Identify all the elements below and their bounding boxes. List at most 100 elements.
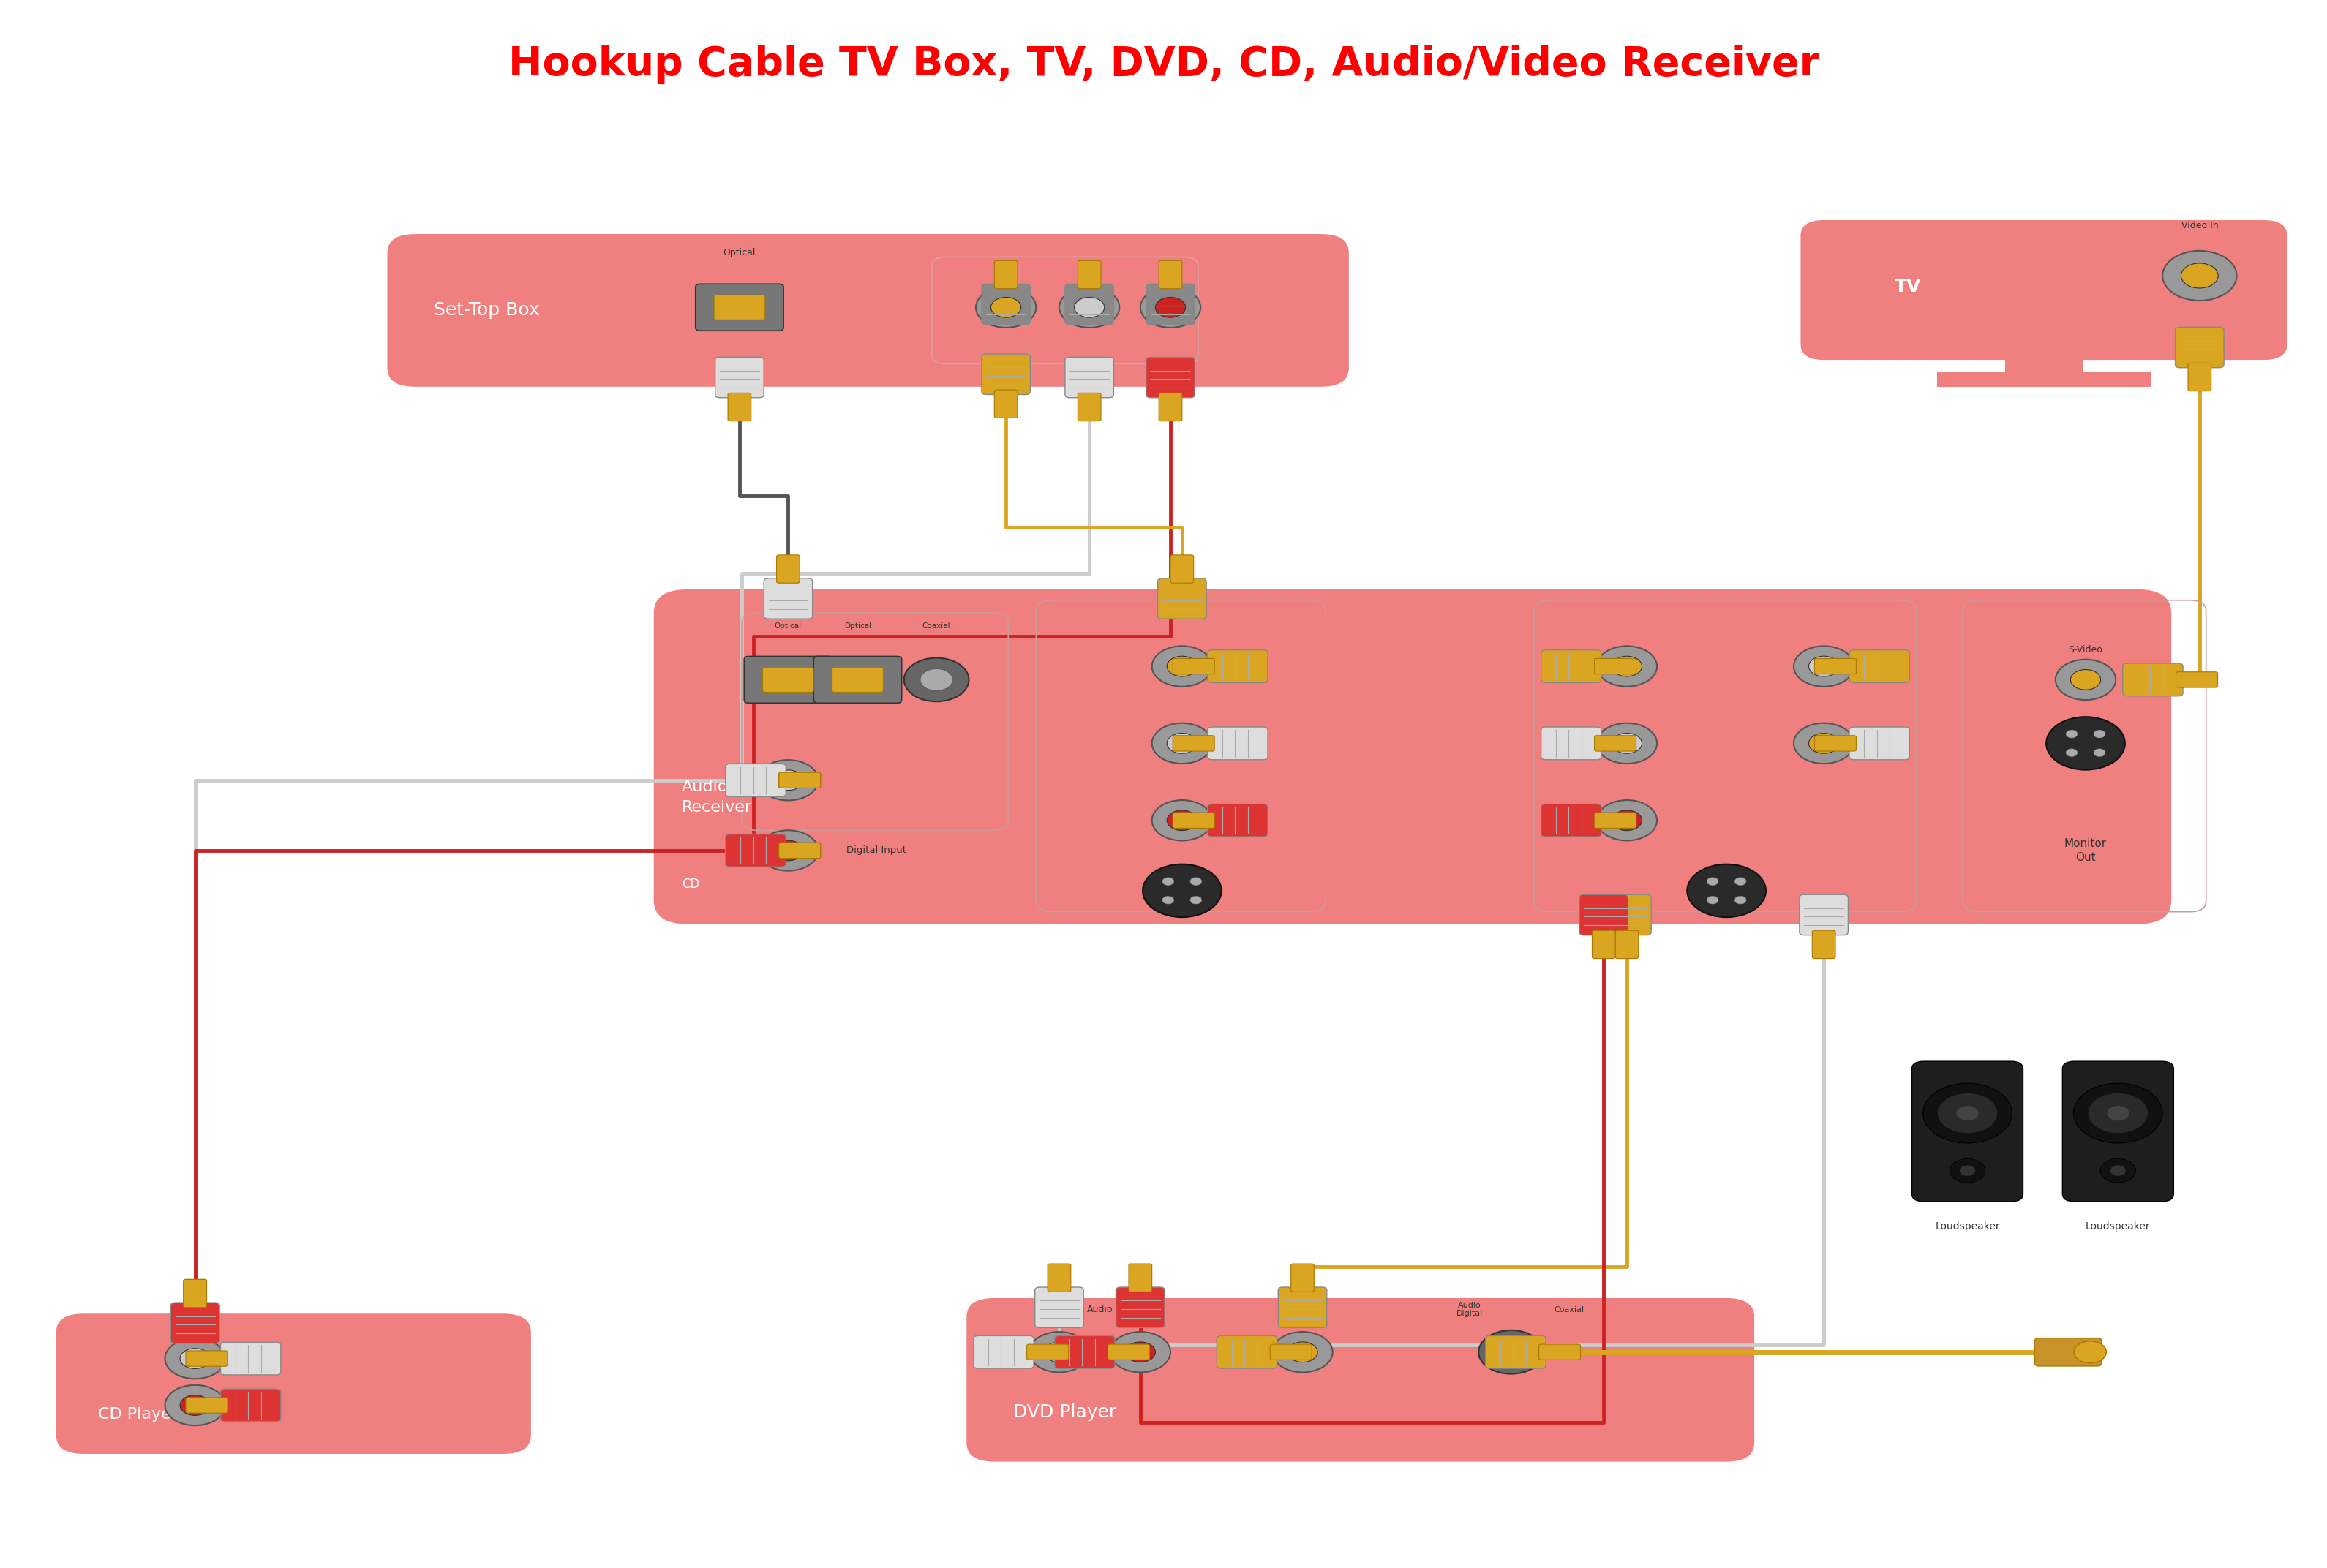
FancyBboxPatch shape bbox=[994, 260, 1017, 289]
Circle shape bbox=[1166, 811, 1196, 831]
FancyBboxPatch shape bbox=[1147, 284, 1194, 325]
Text: Hookup Cable TV Box, TV, DVD, CD, Audio/Video Receiver: Hookup Cable TV Box, TV, DVD, CD, Audio/… bbox=[507, 44, 1820, 85]
Circle shape bbox=[759, 760, 819, 800]
FancyBboxPatch shape bbox=[186, 1397, 228, 1413]
FancyBboxPatch shape bbox=[745, 657, 833, 702]
FancyBboxPatch shape bbox=[1540, 651, 1601, 682]
Circle shape bbox=[2094, 750, 2106, 757]
FancyBboxPatch shape bbox=[1813, 930, 1836, 958]
FancyBboxPatch shape bbox=[56, 1314, 531, 1454]
FancyBboxPatch shape bbox=[1271, 1344, 1312, 1359]
FancyBboxPatch shape bbox=[1592, 930, 1615, 958]
FancyBboxPatch shape bbox=[186, 1350, 228, 1366]
FancyBboxPatch shape bbox=[1159, 394, 1182, 422]
FancyBboxPatch shape bbox=[777, 555, 800, 583]
FancyBboxPatch shape bbox=[1815, 659, 1857, 674]
FancyBboxPatch shape bbox=[386, 234, 1350, 387]
Text: S-Video: S-Video bbox=[2069, 644, 2104, 654]
FancyBboxPatch shape bbox=[1580, 895, 1629, 935]
Text: Audio: Audio bbox=[1087, 1305, 1112, 1314]
Circle shape bbox=[1075, 298, 1105, 317]
FancyBboxPatch shape bbox=[1159, 260, 1182, 289]
FancyBboxPatch shape bbox=[780, 773, 821, 789]
FancyBboxPatch shape bbox=[1117, 1287, 1164, 1328]
FancyBboxPatch shape bbox=[780, 842, 821, 858]
FancyBboxPatch shape bbox=[966, 1298, 1755, 1461]
Circle shape bbox=[1166, 655, 1196, 676]
Text: Audio/Video
Receiver: Audio/Video Receiver bbox=[682, 779, 780, 814]
Circle shape bbox=[1164, 897, 1173, 905]
Text: Coaxial: Coaxial bbox=[1554, 1306, 1585, 1312]
FancyBboxPatch shape bbox=[654, 590, 2171, 924]
Circle shape bbox=[1596, 800, 1657, 840]
FancyBboxPatch shape bbox=[1291, 1264, 1315, 1292]
Circle shape bbox=[1613, 811, 1643, 831]
Circle shape bbox=[1189, 878, 1201, 886]
FancyBboxPatch shape bbox=[1159, 579, 1205, 619]
FancyBboxPatch shape bbox=[1066, 284, 1115, 325]
Circle shape bbox=[1152, 800, 1212, 840]
Text: DVD: DVD bbox=[1291, 1305, 1312, 1314]
FancyBboxPatch shape bbox=[1108, 1344, 1150, 1359]
Text: TV: TV bbox=[1894, 278, 1922, 295]
Text: Monitor
Out: Monitor Out bbox=[2064, 839, 2106, 862]
FancyBboxPatch shape bbox=[2122, 663, 2183, 696]
FancyBboxPatch shape bbox=[982, 354, 1031, 395]
Circle shape bbox=[1152, 723, 1212, 764]
FancyBboxPatch shape bbox=[1036, 1287, 1084, 1328]
FancyBboxPatch shape bbox=[780, 842, 821, 858]
FancyBboxPatch shape bbox=[1615, 930, 1638, 958]
Circle shape bbox=[179, 1348, 209, 1369]
Circle shape bbox=[1734, 878, 1745, 886]
FancyBboxPatch shape bbox=[726, 764, 787, 797]
FancyBboxPatch shape bbox=[221, 1342, 282, 1375]
Circle shape bbox=[991, 298, 1022, 317]
Circle shape bbox=[1166, 734, 1196, 754]
Circle shape bbox=[2073, 1083, 2162, 1143]
Circle shape bbox=[1687, 864, 1766, 917]
Circle shape bbox=[1794, 646, 1855, 687]
Circle shape bbox=[2162, 251, 2236, 301]
Circle shape bbox=[773, 840, 803, 861]
FancyBboxPatch shape bbox=[1594, 735, 1636, 751]
Circle shape bbox=[1059, 287, 1119, 328]
FancyBboxPatch shape bbox=[1850, 651, 1910, 682]
FancyBboxPatch shape bbox=[780, 773, 821, 789]
Text: Digital Input: Digital Input bbox=[847, 845, 905, 855]
FancyBboxPatch shape bbox=[726, 834, 787, 867]
FancyBboxPatch shape bbox=[221, 1389, 282, 1422]
Circle shape bbox=[1808, 734, 1838, 754]
FancyBboxPatch shape bbox=[973, 1336, 1033, 1369]
Circle shape bbox=[1164, 878, 1173, 886]
Circle shape bbox=[1957, 1105, 1978, 1121]
FancyBboxPatch shape bbox=[814, 657, 901, 702]
Circle shape bbox=[1152, 646, 1212, 687]
Bar bbox=[1936, 373, 2150, 387]
FancyBboxPatch shape bbox=[1208, 728, 1268, 760]
FancyBboxPatch shape bbox=[1173, 812, 1215, 828]
Circle shape bbox=[919, 670, 952, 690]
FancyBboxPatch shape bbox=[1077, 394, 1101, 422]
FancyBboxPatch shape bbox=[1913, 1062, 2022, 1201]
FancyBboxPatch shape bbox=[1217, 1336, 1278, 1369]
Circle shape bbox=[1938, 1093, 1997, 1134]
FancyBboxPatch shape bbox=[1594, 659, 1636, 674]
FancyBboxPatch shape bbox=[1801, 220, 2287, 361]
FancyBboxPatch shape bbox=[1208, 804, 1268, 837]
Circle shape bbox=[1126, 1342, 1157, 1363]
Circle shape bbox=[1959, 1165, 1976, 1176]
Circle shape bbox=[2087, 1093, 2148, 1134]
Circle shape bbox=[2066, 750, 2078, 757]
Circle shape bbox=[1143, 864, 1222, 917]
FancyBboxPatch shape bbox=[994, 390, 1017, 419]
FancyBboxPatch shape bbox=[1540, 804, 1601, 837]
FancyBboxPatch shape bbox=[728, 394, 752, 422]
FancyBboxPatch shape bbox=[763, 579, 812, 619]
Circle shape bbox=[2055, 660, 2115, 699]
Text: DVD Player: DVD Player bbox=[1012, 1403, 1117, 1421]
FancyBboxPatch shape bbox=[1047, 1264, 1070, 1292]
FancyBboxPatch shape bbox=[726, 764, 787, 797]
Circle shape bbox=[1478, 1330, 1543, 1374]
FancyBboxPatch shape bbox=[1603, 895, 1652, 935]
FancyBboxPatch shape bbox=[763, 668, 814, 691]
